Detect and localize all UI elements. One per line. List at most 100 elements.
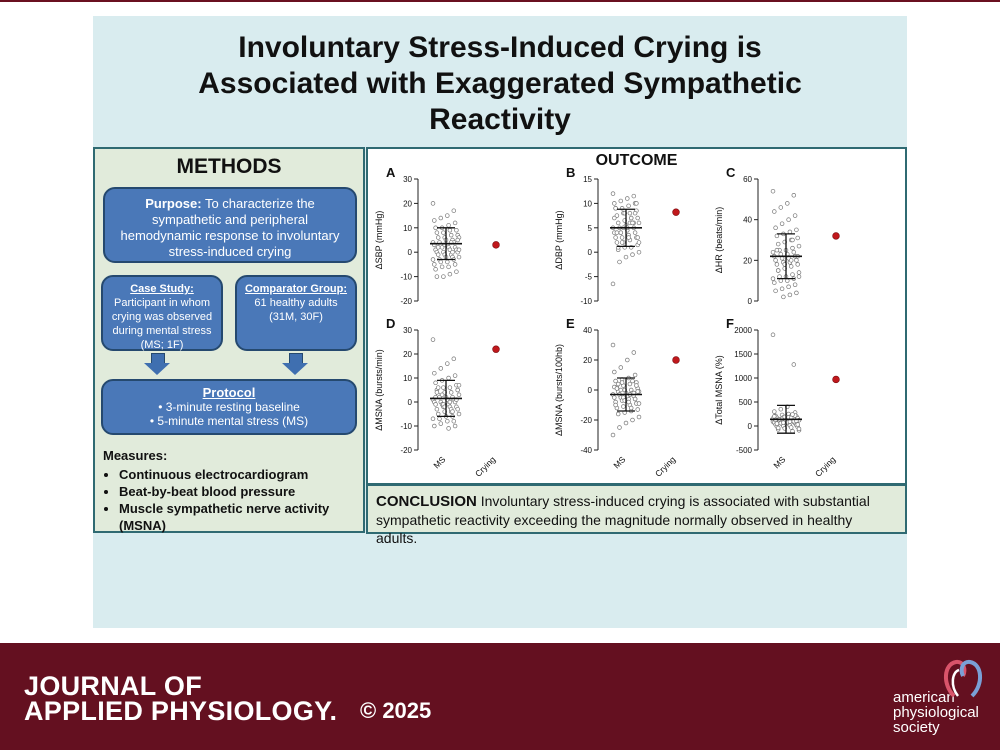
purpose-label: Purpose:: [145, 196, 202, 211]
panel-letter: B: [566, 165, 575, 180]
ms-data-point: [790, 272, 795, 277]
ms-data-point: [625, 196, 630, 201]
x-tick-label: Crying: [653, 454, 678, 479]
case-study-box: Case Study: Participant in whom crying w…: [101, 275, 223, 351]
ms-data-point: [441, 385, 446, 390]
ms-data-point: [632, 230, 638, 235]
ms-data-point: [613, 378, 618, 384]
ms-data-point: [615, 220, 621, 226]
ms-data-point: [434, 274, 440, 279]
ms-data-point: [455, 406, 460, 412]
y-axis-label: ΔTotal MSNA (%): [714, 355, 724, 425]
comparator-group-box: Comparator Group: 61 healthy adults (31M…: [235, 275, 357, 351]
ms-data-point: [623, 420, 629, 426]
ms-data-point: [452, 373, 458, 378]
y-tick-label: -20: [400, 297, 412, 306]
ms-data-point: [433, 225, 438, 231]
y-tick-label: -40: [580, 446, 592, 455]
ms-data-point: [448, 232, 454, 238]
ms-data-point: [456, 392, 462, 398]
panel-letter: F: [726, 316, 734, 331]
ms-data-point: [435, 411, 441, 417]
ms-data-point: [438, 366, 444, 371]
ms-data-point: [795, 422, 800, 427]
x-tick-label: Crying: [813, 454, 838, 479]
ms-data-point: [791, 249, 797, 255]
x-tick-label: MS: [431, 454, 447, 470]
ms-data-point: [435, 235, 441, 240]
chart-panel-F: F -500 0 500 1000 1500 2000 ΔTotal MSNA (%) MS Cr…: [714, 316, 840, 479]
ms-data-point: [788, 264, 794, 269]
crying-data-point: [672, 356, 680, 364]
y-tick-label: 30: [403, 175, 412, 184]
ms-data-point: [632, 372, 638, 378]
ms-data-point: [619, 235, 625, 240]
crying-data-point: [832, 232, 840, 240]
ms-data-point: [445, 259, 450, 265]
ms-data-point: [618, 365, 624, 370]
purpose-text: To characterize the sympathetic and peri…: [120, 196, 340, 259]
y-tick-label: 500: [739, 398, 753, 407]
ms-data-point: [772, 409, 777, 414]
ms-data-point: [636, 220, 642, 226]
ms-data-point: [774, 421, 780, 426]
ms-data-point: [634, 201, 639, 206]
ms-data-point: [612, 215, 617, 221]
copyright-notice: © 2025: [360, 698, 432, 723]
ms-data-point: [434, 230, 440, 235]
ms-data-point: [635, 389, 640, 394]
chart-panel-D: D -20 -10 0 10 20 30 ΔMSNA (bursts/min) MS Crying: [374, 316, 500, 479]
ms-data-point: [786, 217, 791, 222]
ms-data-point: [770, 249, 776, 255]
y-axis-label: ΔHR (beats/min): [714, 207, 724, 274]
ms-data-point: [779, 221, 785, 226]
ms-data-point: [456, 382, 462, 388]
ms-data-point: [447, 399, 453, 405]
case-study-title: Case Study:: [130, 283, 194, 295]
y-tick-label: 40: [743, 216, 752, 225]
society-name: american physiological society: [893, 689, 979, 736]
ms-data-point: [796, 243, 802, 249]
methods-heading: METHODS: [176, 155, 282, 178]
ms-data-point: [785, 278, 790, 283]
measures-list: Continuous electrocardiogram Beat-by-bea…: [103, 466, 363, 534]
ms-data-point: [630, 417, 635, 423]
ms-data-point: [770, 188, 776, 194]
ms-data-point: [454, 227, 459, 233]
journal-name-line-2: APPLIED PHYSIOLOGY.: [24, 696, 338, 726]
ms-data-point: [612, 369, 617, 375]
ms-data-point: [788, 258, 794, 263]
ms-data-point: [636, 240, 642, 245]
purpose-box: Purpose: To characterize the sympathetic…: [103, 187, 357, 263]
ms-data-point: [613, 235, 618, 240]
ms-data-point: [630, 378, 635, 384]
conclusion-panel: CONCLUSION Involuntary stress-induced cr…: [366, 484, 907, 546]
protocol-box: Protocol • 3-minute resting baseline • 5…: [101, 379, 357, 435]
ms-data-point: [430, 416, 436, 422]
ms-data-point: [770, 276, 776, 281]
ms-data-point: [434, 390, 440, 395]
x-tick-label: Crying: [473, 454, 498, 479]
ms-data-point: [452, 423, 458, 429]
ms-data-point: [631, 350, 637, 355]
ms-data-point: [628, 215, 634, 221]
ms-data-point: [613, 206, 618, 211]
chart-panel-C: C 0 20 40 60 ΔHR (beats/min): [714, 165, 840, 306]
ms-data-point: [625, 357, 630, 363]
protocol-item: • 5-minute mental stress (MS): [149, 414, 309, 428]
crying-data-point: [492, 345, 500, 353]
ms-data-point: [434, 406, 440, 412]
ms-data-point: [445, 418, 450, 424]
outcome-charts: A -20 -10 0 10 20 30 ΔSBP (mmHg) B -10 -5 0 5 10 15 ΔDB…: [374, 165, 840, 479]
ms-data-point: [621, 404, 626, 409]
ms-data-point: [618, 198, 624, 204]
ms-data-point: [441, 274, 446, 279]
ms-data-point: [619, 380, 625, 385]
ms-data-point: [775, 425, 781, 431]
ms-data-point: [635, 215, 640, 221]
ms-data-point: [437, 416, 442, 422]
ms-data-point: [446, 223, 451, 228]
conclusion-text: Involuntary stress-induced crying is ass…: [376, 493, 870, 546]
ms-data-point: [777, 274, 782, 279]
ms-data-point: [613, 402, 618, 408]
